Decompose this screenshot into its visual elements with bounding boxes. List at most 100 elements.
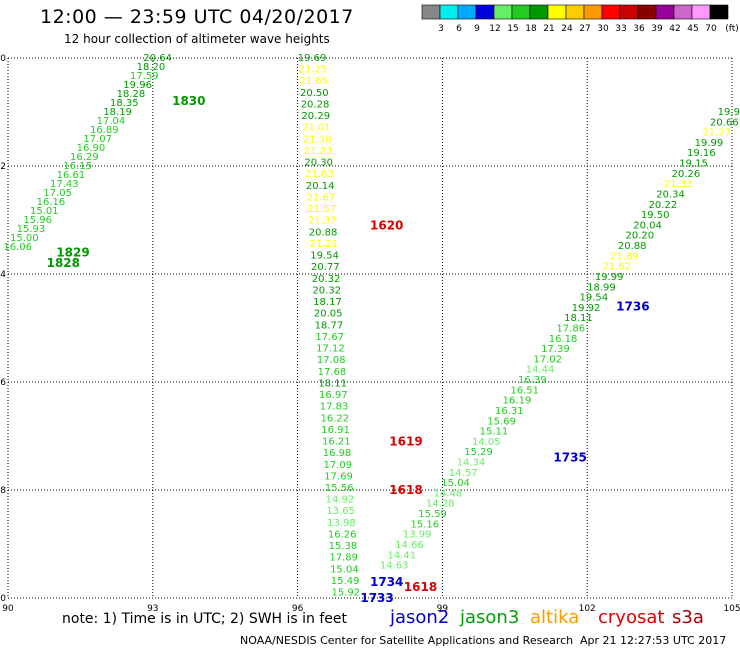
wave-height-point: 21.33 — [664, 179, 693, 190]
colorbar-label: 30 — [597, 24, 609, 34]
wave-height-point: 21.67 — [307, 192, 336, 203]
wave-height-point: 18.19 — [103, 107, 132, 118]
wave-height-point: 14.34 — [457, 458, 486, 469]
wave-height-point: 16.18 — [549, 334, 578, 345]
wave-height-point: 16.39 — [518, 375, 547, 386]
wave-height-point: 21.21 — [310, 239, 339, 250]
wave-height-point: 17.39 — [541, 344, 570, 355]
y-tick-label: -40 — [0, 54, 6, 64]
colorbar-label: 42 — [669, 24, 680, 34]
legend-jason2: jason2 — [390, 607, 450, 628]
colorbar-label: 36 — [633, 24, 645, 34]
x-tick-label: 99 — [437, 604, 449, 614]
colorbar-swatch — [583, 4, 603, 20]
wave-height-point: 16.89 — [90, 125, 119, 136]
wave-height-point: 20.88 — [618, 241, 647, 252]
wave-height-point: 21.57 — [307, 204, 336, 215]
wave-height-point: 20.04 — [633, 220, 662, 231]
pass-time-label: 1619 — [389, 434, 422, 448]
credit-line: NOAA/NESDIS Center for Satellite Applica… — [240, 634, 574, 647]
x-tick-label: 96 — [292, 604, 304, 614]
colorbar-label: 18 — [525, 24, 537, 34]
wave-height-point: 21.37 — [308, 216, 337, 227]
wave-height-point: 19.96 — [123, 80, 152, 91]
wave-height-point: 20.77 — [311, 262, 340, 273]
wave-height-point: 19.69 — [298, 53, 327, 64]
colorbar-label: 70 — [705, 24, 717, 34]
colorbar-label: 21 — [543, 24, 554, 34]
colorbar-label: 24 — [561, 24, 573, 34]
colorbar-swatch — [655, 4, 675, 20]
wave-height-point: 20.14 — [306, 181, 335, 192]
wave-height-point: 15.04 — [330, 564, 359, 575]
colorbar-swatch — [493, 4, 513, 20]
colorbar-swatch — [421, 4, 441, 20]
wave-height-point: 19.99 — [718, 107, 740, 118]
wave-height-point: 21.63 — [305, 169, 334, 180]
wave-height-point: 15.00 — [10, 233, 39, 244]
pass-time-label: 1618 — [389, 483, 422, 497]
wave-height-point: 15.69 — [487, 416, 516, 427]
colorbar-swatch — [691, 4, 711, 20]
pass-time-label: 1829 — [56, 245, 89, 259]
wave-height-point: 18.77 — [315, 320, 344, 331]
wave-height-point: 15.93 — [17, 224, 46, 235]
wave-height-point: 21.62 — [602, 262, 631, 273]
wave-height-point: 17.89 — [329, 553, 358, 564]
x-tick-label: 102 — [579, 604, 596, 614]
wave-height-point: 19.92 — [572, 303, 601, 314]
wave-height-point: 20.66 — [710, 117, 739, 128]
y-tick-label: -44 — [0, 270, 6, 280]
y-tick-label: -48 — [0, 486, 6, 496]
wave-height-point: 19.54 — [579, 293, 608, 304]
chart-title: 12:00 — 23:59 UTC 04/20/2017 — [40, 6, 354, 28]
wave-height-point: 14.28 — [426, 499, 455, 510]
wave-height-point: 20.32 — [312, 285, 341, 296]
wave-height-point: 18.28 — [117, 89, 146, 100]
wave-height-point: 20.64 — [143, 53, 172, 64]
colorbar-label: (ft) — [725, 24, 739, 34]
wave-height-point: 20.29 — [301, 111, 330, 122]
colorbar-swatch — [673, 4, 693, 20]
pass-time-label: 1734 — [370, 575, 403, 589]
pass-time-label: 1735 — [553, 451, 586, 465]
wave-height-point: 17.43 — [50, 179, 79, 190]
wave-height-point: 18.35 — [110, 98, 139, 109]
wave-height-point: 21.25 — [298, 65, 327, 76]
wave-height-point: 17.59 — [130, 71, 159, 82]
colorbar-swatch — [475, 4, 495, 20]
colorbar-label: 27 — [579, 24, 590, 34]
wave-height-point: 15.92 — [332, 588, 361, 599]
colorbar-label: 9 — [474, 24, 480, 34]
wave-height-point: 19.15 — [679, 159, 708, 170]
wave-height-point: 15.11 — [480, 427, 509, 438]
wave-height-point: 15.96 — [23, 215, 52, 226]
wave-height-point: 17.67 — [315, 332, 344, 343]
y-tick-label: -50 — [0, 594, 6, 604]
wave-height-point: 14.48 — [434, 488, 463, 499]
wave-height-point: 18.20 — [137, 62, 166, 73]
wave-height-point: 16.51 — [510, 385, 539, 396]
wave-height-point: 21.65 — [299, 76, 328, 87]
wave-height-point: 14.41 — [387, 550, 416, 561]
wave-height-point: 16.90 — [77, 143, 106, 154]
colorbar-swatch — [547, 4, 567, 20]
wave-height-point: 20.20 — [626, 231, 655, 242]
wave-height-point: 17.02 — [533, 354, 562, 365]
wave-height-point: 15.56 — [325, 483, 354, 494]
legend-cryosat: cryosat — [598, 607, 665, 628]
wave-height-point: 20.32 — [312, 274, 341, 285]
pass-time-label: 1733 — [360, 591, 393, 605]
wave-height-point: 15.59 — [418, 509, 447, 520]
wave-height-point: 16.22 — [321, 413, 350, 424]
x-tick-label: 90 — [2, 604, 14, 614]
wave-height-point: 16.61 — [57, 170, 86, 181]
wave-height-point: 16.15 — [63, 161, 92, 172]
legend-s3a: s3a — [672, 607, 704, 628]
colorbar-swatch — [439, 4, 459, 20]
colorbar-label: 15 — [507, 24, 518, 34]
pass-time-label: 1620 — [370, 218, 403, 232]
colorbar-swatch — [619, 4, 639, 20]
wave-height-point: 17.69 — [324, 471, 353, 482]
colorbar-swatch — [457, 4, 477, 20]
